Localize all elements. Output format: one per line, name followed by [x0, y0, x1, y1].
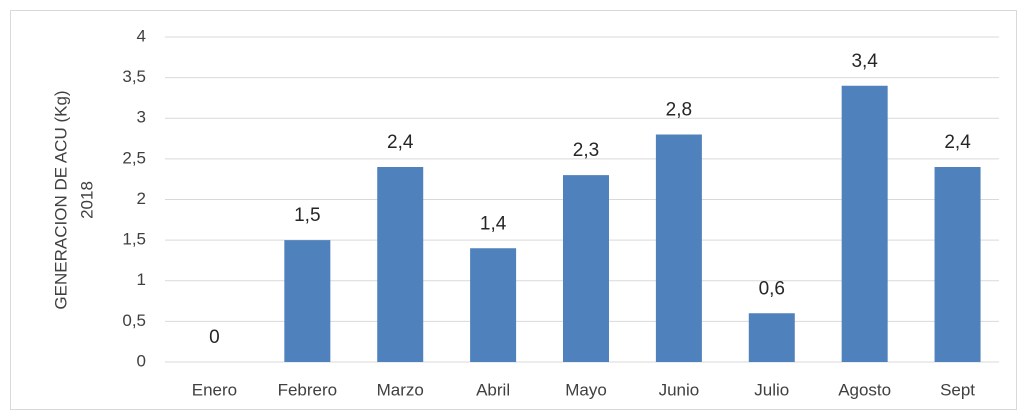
bar: [377, 167, 424, 362]
y-tick-label: 2,5: [122, 148, 146, 167]
x-tick-label: Enero: [192, 380, 237, 399]
value-label: 0,6: [759, 278, 785, 299]
x-tick-label: Agosto: [838, 380, 891, 399]
value-label: 1,5: [294, 205, 320, 226]
value-label: 1,4: [480, 213, 507, 234]
bar: [563, 175, 609, 362]
value-label: 3,4: [851, 51, 878, 72]
y-axis-label: 2018: [77, 181, 96, 219]
x-tick-label: Febrero: [278, 380, 338, 399]
x-tick-label: Sept: [940, 380, 975, 399]
bar: [284, 240, 331, 362]
x-tick-label: Marzo: [377, 380, 424, 399]
y-tick-label: 3: [137, 108, 146, 127]
y-tick-label: 0: [137, 351, 146, 370]
y-tick-label: 1,5: [122, 230, 146, 249]
x-tick-label: Junio: [659, 380, 700, 399]
bar: [470, 248, 517, 362]
value-label: 2,4: [944, 132, 971, 153]
bar: [748, 313, 795, 362]
y-tick-label: 3,5: [122, 67, 146, 86]
y-tick-label: 2: [137, 189, 146, 208]
y-axis-label: GENERACION DE ACU (Kg): [51, 90, 70, 309]
x-tick-label: Mayo: [565, 380, 607, 399]
value-label: 2,4: [387, 132, 414, 153]
bar: [934, 167, 981, 362]
x-tick-label: Abril: [476, 380, 510, 399]
y-tick-label: 4: [137, 26, 146, 45]
y-tick-label: 1: [137, 270, 146, 289]
value-label: 0: [209, 327, 220, 348]
x-tick-label: Julio: [754, 380, 789, 399]
bar: [841, 85, 888, 362]
value-label: 2,8: [666, 100, 692, 121]
value-label: 2,3: [573, 140, 599, 161]
bar: [655, 134, 702, 362]
y-tick-label: 0,5: [122, 311, 146, 330]
